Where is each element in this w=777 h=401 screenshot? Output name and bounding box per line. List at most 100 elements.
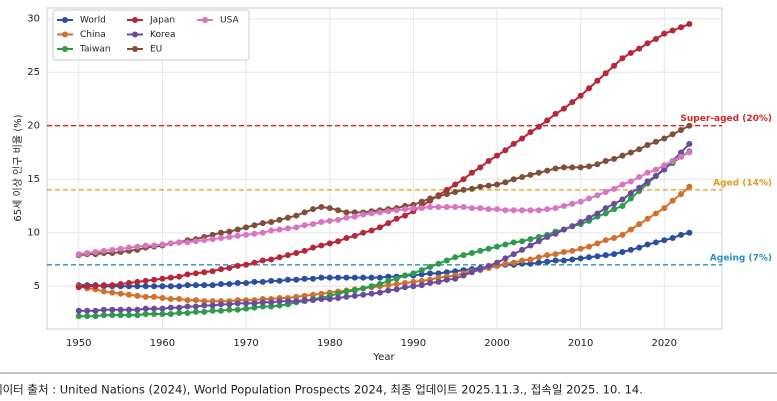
data-point xyxy=(385,287,392,294)
data-point xyxy=(209,307,216,314)
data-point xyxy=(544,258,551,265)
data-point xyxy=(209,282,216,289)
data-point xyxy=(686,149,693,156)
data-point xyxy=(243,279,250,286)
data-point xyxy=(293,250,300,257)
legend-marker xyxy=(62,17,68,23)
data-point xyxy=(176,273,183,280)
data-point xyxy=(494,243,500,250)
data-point xyxy=(636,174,643,181)
data-point xyxy=(276,302,283,309)
data-point xyxy=(134,283,141,290)
data-point xyxy=(84,313,91,320)
data-point xyxy=(201,237,208,244)
data-point xyxy=(268,227,275,234)
data-point xyxy=(452,268,459,275)
data-point xyxy=(410,205,417,212)
data-point xyxy=(226,301,233,308)
data-point xyxy=(117,245,124,252)
data-point xyxy=(586,214,593,221)
data-point xyxy=(151,293,158,300)
data-point xyxy=(192,270,199,277)
data-point xyxy=(552,205,559,212)
data-point xyxy=(167,311,174,318)
data-point xyxy=(335,294,342,301)
data-point xyxy=(661,30,668,37)
data-point xyxy=(636,146,643,153)
data-point xyxy=(602,70,609,77)
data-point xyxy=(427,279,434,286)
data-point xyxy=(460,272,467,279)
data-point xyxy=(109,312,116,319)
data-point xyxy=(602,205,609,212)
data-point xyxy=(142,305,149,312)
data-point xyxy=(268,277,275,284)
y-tick-label: 10 xyxy=(27,228,40,239)
data-point xyxy=(243,224,250,231)
data-point xyxy=(184,282,191,289)
data-point xyxy=(309,291,316,298)
data-point xyxy=(117,306,124,313)
data-point xyxy=(611,185,618,192)
data-point xyxy=(443,269,450,276)
data-point xyxy=(552,257,559,264)
data-point xyxy=(251,259,258,266)
data-point xyxy=(234,232,241,239)
data-point xyxy=(510,176,517,183)
data-point xyxy=(410,270,417,277)
data-point xyxy=(335,274,342,281)
data-point xyxy=(494,181,500,188)
data-point xyxy=(100,282,107,289)
data-point xyxy=(100,312,107,319)
data-point xyxy=(343,214,350,221)
data-point xyxy=(234,262,241,269)
data-point xyxy=(494,206,500,213)
data-point xyxy=(569,200,576,207)
data-point xyxy=(401,212,408,219)
data-point xyxy=(251,304,258,311)
data-point xyxy=(167,304,174,311)
data-point xyxy=(577,219,584,225)
data-point xyxy=(343,293,350,300)
data-point xyxy=(619,196,626,203)
data-point xyxy=(84,307,91,314)
data-point xyxy=(75,284,82,291)
y-tick-label: 15 xyxy=(27,174,40,185)
data-point xyxy=(418,277,425,284)
data-point xyxy=(251,222,258,229)
data-point xyxy=(125,244,132,251)
data-point xyxy=(243,300,250,307)
legend-box xyxy=(52,9,250,61)
data-point xyxy=(652,172,659,179)
data-point xyxy=(284,276,291,283)
data-point xyxy=(84,250,91,257)
data-point xyxy=(644,141,651,148)
data-point xyxy=(586,163,593,170)
data-point xyxy=(477,205,484,212)
data-point xyxy=(594,161,601,168)
data-point xyxy=(661,135,668,142)
data-point xyxy=(527,242,534,249)
data-point xyxy=(611,62,618,69)
data-point xyxy=(652,210,659,217)
data-point xyxy=(502,260,509,267)
data-point xyxy=(251,278,258,285)
data-point xyxy=(552,165,559,172)
data-point xyxy=(151,305,158,312)
data-point xyxy=(268,256,275,263)
data-point xyxy=(251,230,258,237)
data-point xyxy=(569,247,576,254)
data-point xyxy=(435,193,442,200)
data-point xyxy=(276,277,283,284)
data-point xyxy=(134,243,141,250)
data-point xyxy=(560,164,567,171)
data-point xyxy=(209,231,216,238)
data-point xyxy=(109,282,116,289)
data-point xyxy=(519,238,526,245)
data-point xyxy=(343,209,350,216)
data-point xyxy=(343,288,350,295)
data-point xyxy=(594,253,601,260)
data-point xyxy=(360,291,367,298)
data-point xyxy=(201,298,208,305)
data-point xyxy=(552,110,559,117)
